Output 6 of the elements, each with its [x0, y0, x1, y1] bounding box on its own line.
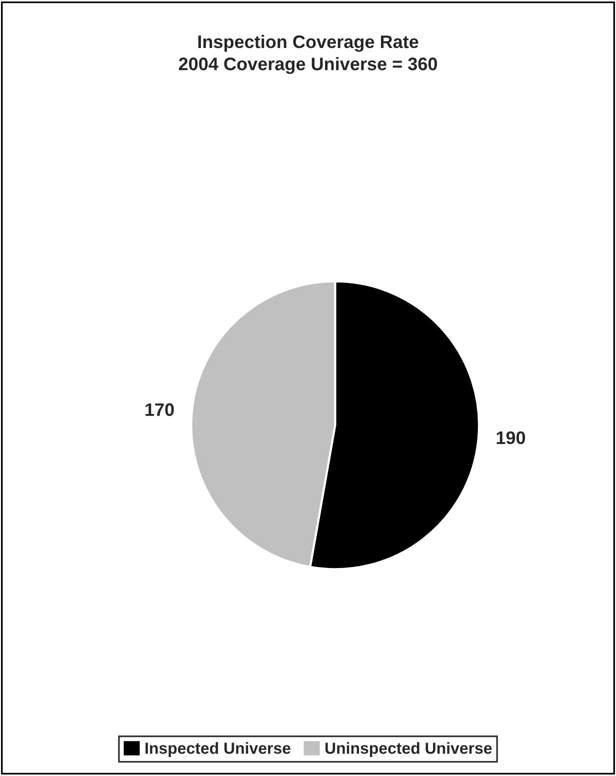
- legend-label: Inspected Universe: [146, 742, 290, 758]
- data-label: 190: [496, 431, 526, 444]
- data-label: 170: [146, 403, 174, 416]
- legend-label: Uninspected Universe: [325, 742, 492, 758]
- chart-title: Inspection Coverage Rate: [198, 34, 418, 52]
- chart-subtitle: 2004 Coverage Universe = 360: [178, 57, 438, 74]
